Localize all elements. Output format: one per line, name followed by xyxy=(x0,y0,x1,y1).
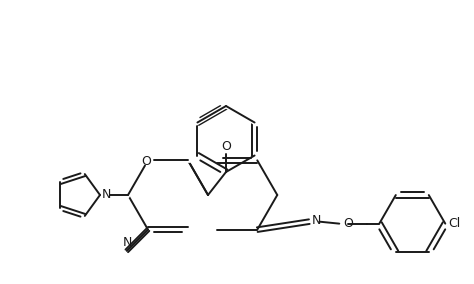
Text: Cl: Cl xyxy=(448,217,461,230)
Text: N: N xyxy=(123,236,132,249)
Text: O: O xyxy=(343,217,353,230)
Text: O: O xyxy=(221,139,231,153)
Text: N: N xyxy=(102,189,111,202)
Text: N: N xyxy=(311,214,320,227)
Text: O: O xyxy=(141,155,151,168)
